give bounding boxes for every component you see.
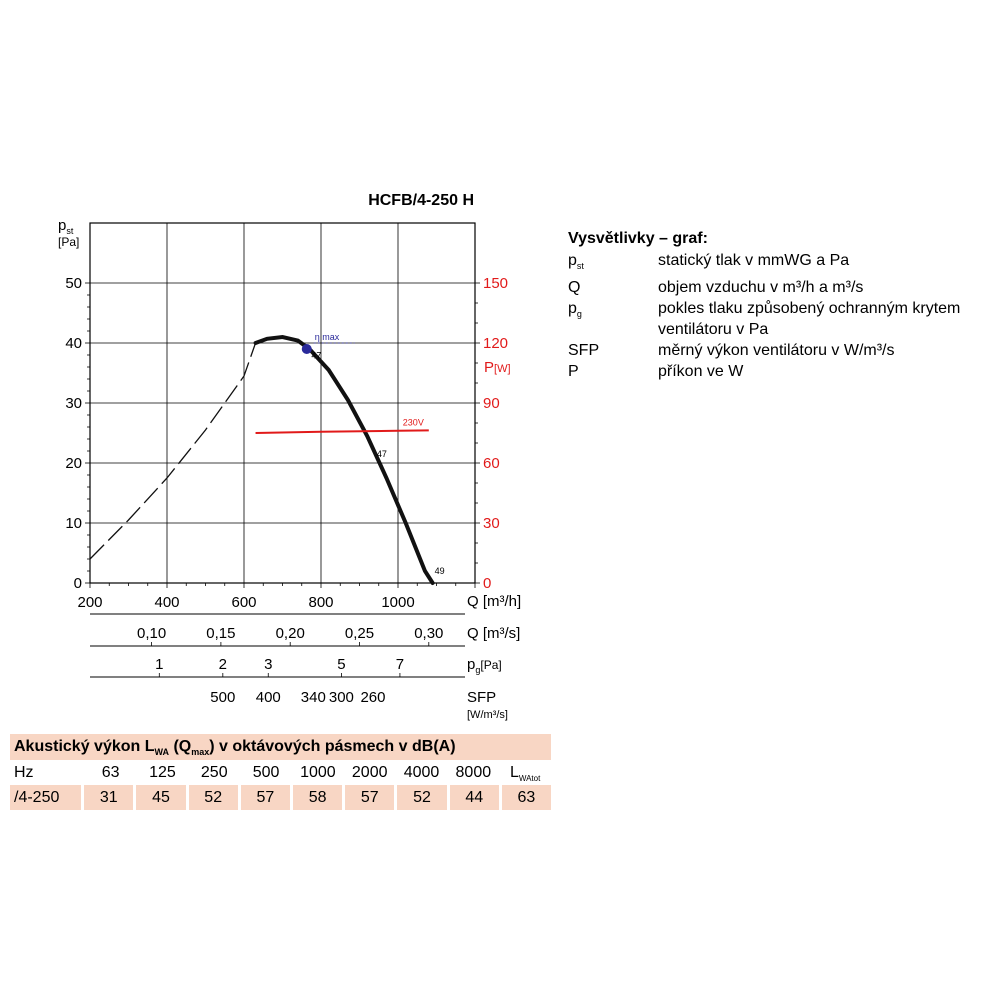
scale-tick-label: 400 [256, 689, 281, 706]
y-tick-label: 40 [65, 335, 82, 352]
scale-tick-label: 300 [329, 689, 354, 706]
scale-unit: [W/m³/s] [467, 709, 508, 721]
scale-label: Q [m³/s] [467, 625, 520, 642]
eta-max-marker: η max [301, 332, 355, 354]
x-tick-label: 400 [154, 594, 179, 611]
scale-tick-label: 0,30 [414, 625, 443, 642]
scale-tick-label: 0,20 [276, 625, 305, 642]
band-1000: 1000 [300, 764, 336, 781]
legend-item-pg: pg pokles tlaku způsobený ochranným kryte… [568, 300, 961, 339]
pressure-curve [253, 334, 435, 585]
y-tick-label: 10 [65, 515, 82, 532]
legend-item-pst: pst statický tlak v mmWG a Pa [568, 252, 850, 272]
value-125: 45 [136, 785, 186, 810]
secondary-scales: 0,10 0,15 0,20 0,25 0,30 Q [m³/s] 1 2 3 5 7 pg[Pa] 5… [90, 613, 520, 721]
band-8000: 8000 [455, 764, 492, 781]
band-2000: 2000 [351, 764, 388, 781]
x-axis-label: Q [m³/h] [467, 593, 521, 610]
value-500: 57 [240, 785, 290, 810]
scale-tick-label: 340 [301, 689, 326, 706]
scale-label-pg: pg[Pa] [467, 656, 502, 675]
acoustic-table-title: Akustický výkon LWA (Qmax) v oktávových … [10, 734, 551, 760]
y2-tick-label: 60 [483, 455, 500, 472]
value-250: 52 [188, 785, 238, 810]
fan-performance-chart: HCFB/4-250 H 0 10 20 30 40 50 0 30 60 90 120 150 2… [58, 192, 521, 721]
operating-point-label: 49 [435, 566, 445, 576]
y2-axis-label: P[W] [484, 359, 511, 376]
acoustic-power-table: Akustický výkon LWA (Qmax) v oktávových … [10, 734, 552, 810]
y2-tick-label: 0 [483, 575, 491, 592]
acoustic-header-row: Hz 63 125 250 500 1000 2000 4000 8000 LW… [10, 760, 551, 785]
y-axis-label: pst [58, 217, 74, 236]
y-tick-label: 0 [74, 575, 82, 592]
chart-grid [90, 223, 475, 583]
operating-point-label: 47 [311, 351, 321, 361]
x-axis-ticks: 200 400 600 800 1000 [77, 583, 476, 611]
y2-axis-ticks: 0 30 60 90 120 150 [475, 275, 508, 592]
value-total: 63 [501, 785, 552, 810]
y-axis-ticks: 0 10 20 30 40 50 [65, 275, 90, 592]
band-total: LWAtot [509, 764, 541, 784]
eta-max-point [301, 344, 312, 354]
y2-tick-label: 30 [483, 515, 500, 532]
scale-tick-label: 260 [360, 689, 385, 706]
y2-tick-label: 120 [483, 335, 508, 352]
y-tick-label: 20 [65, 455, 82, 472]
value-63: 31 [84, 785, 134, 810]
band-63: 63 [101, 764, 120, 781]
scale-tick-label: 5 [337, 656, 345, 673]
band-500: 500 [252, 764, 280, 781]
y2-tick-label: 150 [483, 275, 508, 292]
legend-item-sfp: SFP měrný výkon ventilátoru v W/m³/s [568, 342, 895, 360]
scale-tick-label: 0,10 [137, 625, 166, 642]
scale-tick-label: 7 [396, 656, 404, 673]
scale-tick-label: 3 [264, 656, 272, 673]
row-label: /4-250 [10, 785, 82, 810]
x-tick-label: 200 [77, 594, 102, 611]
scale-tick-label: 0,25 [345, 625, 374, 642]
legend-title: Vysvětlivky – graf: [568, 230, 708, 247]
x-tick-label: 1000 [381, 594, 414, 611]
operating-point-labels: 47 47 49 [311, 351, 444, 576]
x-tick-label: 800 [308, 594, 333, 611]
value-8000: 44 [449, 785, 499, 810]
value-1000: 58 [293, 785, 343, 810]
band-125: 125 [149, 764, 176, 781]
chart-title: HCFB/4-250 H [368, 192, 474, 209]
scale-label: SFP [467, 689, 496, 706]
y-tick-label: 50 [65, 275, 82, 292]
scale-tick-label: 2 [219, 656, 227, 673]
power-curve-230v [255, 429, 429, 434]
y2-tick-label: 90 [483, 395, 500, 412]
acoustic-values-row: /4-250 31 45 52 57 58 57 52 44 63 [10, 785, 552, 810]
operating-point-label: 47 [377, 449, 387, 459]
x-tick-label: 600 [231, 594, 256, 611]
band-4000: 4000 [403, 764, 440, 781]
y-axis-unit: [Pa] [58, 235, 79, 249]
power-curve-label: 230V [403, 417, 424, 427]
scale-tick-label: 1 [155, 656, 163, 673]
graph-legend: Vysvětlivky – graf: pst statický tlak v m… [568, 228, 998, 382]
scale-tick-label: 500 [210, 689, 235, 706]
value-2000: 57 [345, 785, 395, 810]
band-250: 250 [200, 764, 228, 781]
y-tick-label: 30 [65, 395, 82, 412]
hz-label: Hz [14, 764, 34, 781]
value-4000: 52 [397, 785, 447, 810]
pressure-curve-dashed [89, 342, 257, 560]
eta-max-label: η max [315, 332, 340, 342]
scale-tick-label: 0,15 [206, 625, 235, 642]
